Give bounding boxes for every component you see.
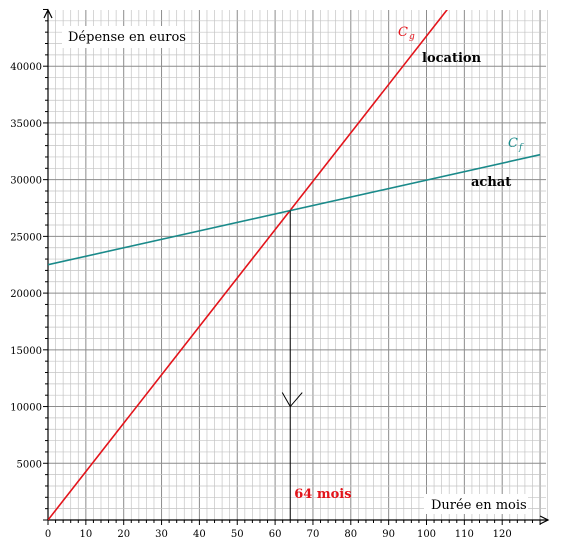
curve-label-sub: g [409, 32, 415, 42]
x-axis-title-box: Durée en mois [424, 494, 528, 514]
drop-arrow-head [281, 392, 303, 408]
x-tick-label: 100 [417, 529, 436, 540]
y-tick-label: 35000 [10, 119, 42, 130]
series-name-location: location [422, 51, 482, 66]
x-tick-label: 50 [231, 529, 244, 540]
x-tick-label: 120 [493, 529, 512, 540]
series-line-location [48, 10, 448, 520]
x-axis-arrow [539, 515, 550, 525]
x-tick-label: 10 [79, 529, 92, 540]
x-tick-label: 30 [155, 529, 168, 540]
y-tick-label: 5000 [17, 459, 42, 470]
x-tick-label: 40 [193, 529, 206, 540]
x-tick-label: 20 [117, 529, 130, 540]
curve-label-sub: f [518, 143, 524, 153]
x-tick-label: 60 [269, 529, 282, 540]
series-line-achat [48, 153, 541, 266]
y-axis-arrow [43, 8, 53, 19]
y-tick-label: 10000 [10, 403, 42, 414]
annotation: 64 mois [281, 210, 352, 520]
series-group [48, 10, 541, 520]
series-name-achat: achat [471, 175, 511, 190]
y-tick-label: 15000 [10, 346, 42, 357]
curve-label-achat: Cf [508, 136, 524, 153]
y-tick-label: 25000 [10, 232, 42, 243]
annotation-label: 64 mois [294, 487, 351, 502]
series-lines: Cg location Cf achat [48, 10, 541, 520]
grid [47, 10, 548, 521]
y-axis-title: Dépense en euros [68, 30, 186, 45]
y-tick-label: 20000 [10, 289, 42, 300]
curve-label-location: Cg [398, 25, 415, 42]
x-tick-label: 90 [382, 529, 395, 540]
x-tick-label: 0 [45, 529, 51, 540]
x-axis-title: Durée en mois [431, 498, 527, 513]
y-tick-label: 30000 [10, 176, 42, 187]
y-tick-label: 40000 [10, 62, 42, 73]
x-tick-label: 110 [455, 529, 474, 540]
x-tick-label: 80 [344, 529, 357, 540]
axes [43, 8, 550, 525]
x-tick-label: 70 [307, 529, 320, 540]
tick-labels: 0 10 20 30 40 50 60 70 80 90 100 110 120 5000 10000 150… [10, 62, 512, 540]
y-axis-title-box: Dépense en euros [62, 26, 186, 48]
